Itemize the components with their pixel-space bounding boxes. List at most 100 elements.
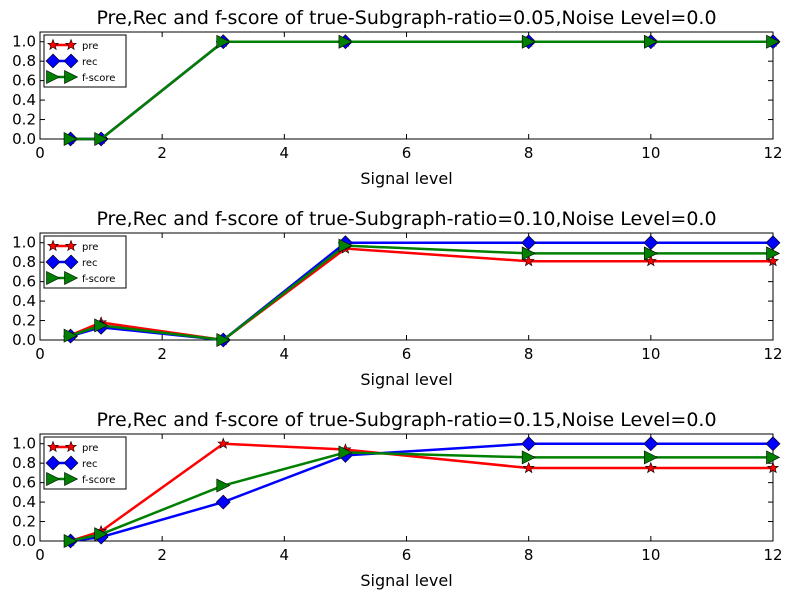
x-tick-label: 10 [641,345,660,363]
y-tick-label: 0.8 [12,253,36,271]
y-tick-label: 0.0 [12,130,36,148]
legend-marker-pre [46,440,60,453]
x-axis-label: Signal level [360,169,452,188]
legend-marker-rec [45,455,61,471]
x-tick-label: 4 [280,345,290,363]
x-tick-label: 8 [524,144,534,162]
data-point-f-score [94,318,109,333]
data-point-f-score [766,450,781,465]
y-tick-label: 0.0 [12,331,36,349]
data-point-f-score [63,534,78,548]
data-point-rec [643,235,659,251]
legend-label-pre: pre [82,242,98,253]
data-point-f-score [521,34,536,49]
data-point-f-score [216,34,231,49]
legend-label-pre: pre [82,443,98,454]
x-tick-label: 12 [763,345,782,363]
data-point-rec [643,436,659,452]
y-tick-label: 0.4 [12,493,36,511]
legend-marker-pre [64,38,78,51]
legend-marker-rec [45,53,61,69]
data-point-pre [522,461,535,474]
legend-marker-f-score [46,70,61,84]
x-tick-label: 12 [763,546,782,564]
x-tick-label: 0 [35,345,45,363]
y-tick-label: 0.4 [12,292,36,310]
series-line-f-score [70,244,773,342]
data-point-f-score [766,34,781,49]
x-tick-label: 2 [157,546,167,564]
x-tick-label: 0 [35,144,45,162]
data-point-pre [644,461,657,474]
series-line-f-score [70,451,773,543]
y-tick-label: 0.6 [12,474,36,492]
y-tick-label: 0.6 [12,273,36,291]
data-point-f-score [338,34,353,49]
series-line-pre [70,247,773,342]
x-tick-label: 4 [280,546,290,564]
y-tick-label: 0.0 [12,532,36,550]
data-point-pre [766,461,780,474]
data-point-f-score [521,450,536,465]
data-point-pre [644,254,657,267]
legend-marker-pre [64,440,78,453]
legend-marker-f-score [64,472,79,486]
legend-marker-f-score [46,472,61,486]
data-point-f-score [63,328,78,343]
data-point-rec [215,494,231,510]
data-point-f-score [644,34,659,49]
data-point-f-score [644,246,659,261]
x-tick-label: 10 [641,546,660,564]
data-point-f-score [644,450,659,465]
legend-marker-pre [64,239,78,252]
x-tick-label: 12 [763,144,782,162]
data-point-rec [765,436,781,452]
legend-label-rec: rec [82,57,98,68]
data-point-f-score [94,132,109,146]
subplot-2: Pre,Rec and f-score of true-Subgraph-rat… [12,208,782,389]
y-tick-label: 0.2 [12,513,36,531]
y-tick-label: 0.2 [12,312,36,330]
legend: pre rec f-score [43,436,127,490]
data-point-rec [521,436,537,452]
x-tick-label: 0 [35,546,45,564]
x-tick-label: 6 [402,144,412,162]
series-line-pre [70,40,773,141]
data-point-f-score [766,246,781,261]
subplot-1: Pre,Rec and f-score of true-Subgraph-rat… [12,7,782,188]
y-tick-label: 0.8 [12,52,36,70]
chart-title: Pre,Rec and f-score of true-Subgraph-rat… [96,409,716,431]
x-tick-label: 6 [402,546,412,564]
legend-marker-f-score [46,271,61,285]
series-line-rec [70,40,773,141]
legend-marker-rec [63,53,79,69]
y-tick-label: 0.6 [12,72,36,90]
legend: pre rec f-score [43,235,127,289]
series-line-rec [70,241,773,342]
legend-label-rec: rec [82,459,98,470]
chart-title: Pre,Rec and f-score of true-Subgraph-rat… [96,7,716,29]
y-tick-label: 1.0 [12,234,36,252]
x-tick-label: 2 [157,144,167,162]
data-point-f-score [338,238,353,253]
data-point-pre [522,254,535,267]
legend: pre rec f-score [43,34,127,88]
data-point-f-score [338,445,353,460]
data-point-pre [217,437,230,449]
x-tick-label: 8 [524,345,534,363]
y-tick-label: 0.2 [12,111,36,129]
data-point-rec [521,235,537,251]
data-point-f-score [216,478,231,493]
subplot-3: Pre,Rec and f-score of true-Subgraph-rat… [12,409,782,590]
legend-marker-rec [63,455,79,471]
legend-label-f-score: f-score [82,274,115,285]
series-line-f-score [70,40,773,141]
legend-marker-pre [46,239,60,252]
x-tick-label: 10 [641,144,660,162]
x-axis-label: Signal level [360,370,452,389]
legend-marker-pre [46,38,60,51]
data-point-rec [765,235,781,251]
legend-label-f-score: f-score [82,475,115,486]
